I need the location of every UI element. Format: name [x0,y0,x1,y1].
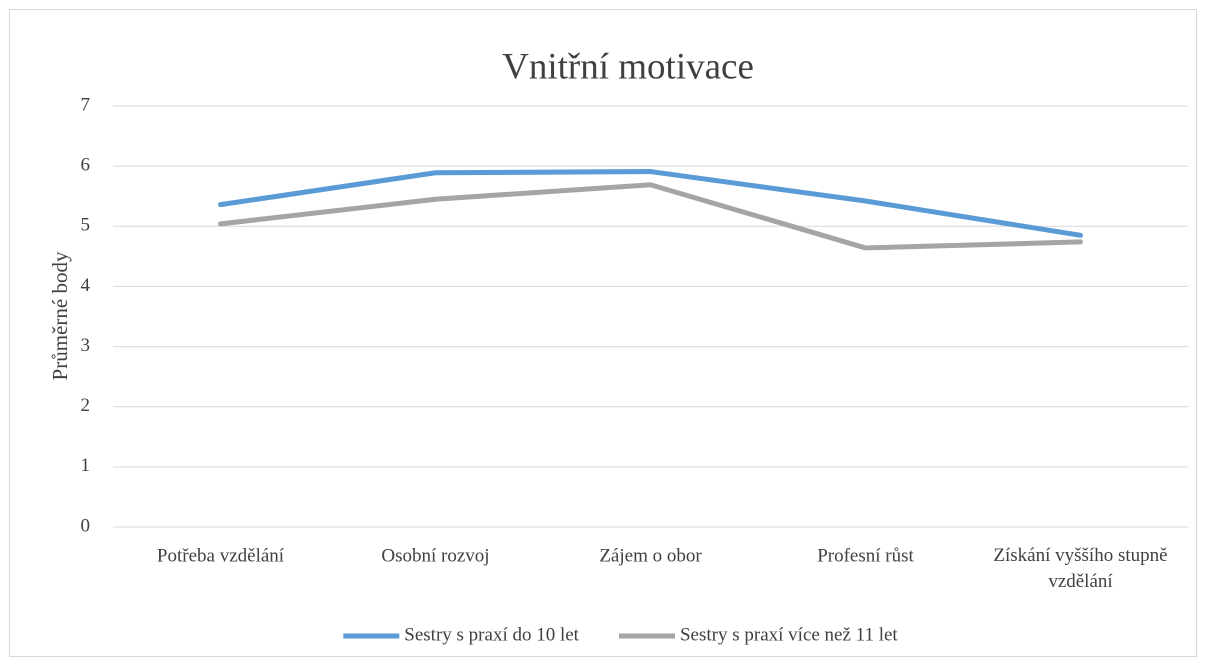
x-tick-label: Zájem o obor [599,545,702,566]
chart-border [9,9,1197,657]
y-tick-label: 4 [81,275,91,296]
series-line [218,182,1083,251]
chart-title: Vnitřní motivace [502,46,754,87]
y-tick-label: 2 [81,395,91,416]
x-tick-label: Profesní růst [817,545,914,566]
x-tick-label: Osobní rozvoj [381,545,489,566]
series-line [218,169,1083,238]
legend-label: Sestry s praxí více než 11 let [680,624,898,645]
x-tick-label: Získání vyššího stupně vzdělání [993,545,1167,592]
x-tick-label: Potřeba vzdělání [157,545,285,566]
y-tick-label: 7 [81,94,91,115]
y-tick-label: 1 [81,455,91,476]
y-tick-label: 0 [81,515,91,536]
y-axis-label: Průměrné body [48,251,72,380]
y-tick-label: 5 [81,215,91,236]
y-tick-label: 3 [81,335,91,356]
y-tick-label: 6 [81,155,91,176]
legend: Sestry s praxí do 10 let Sestry s praxí v… [343,624,898,645]
legend-label: Sestry s praxí do 10 let [404,624,579,645]
